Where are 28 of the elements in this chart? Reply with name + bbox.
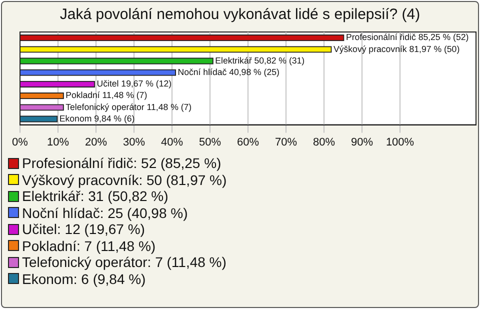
x-tick-label: 90% — [350, 136, 374, 148]
x-tick-label: 70% — [274, 136, 298, 148]
data-label: Ekonom 9,84 % (6) — [59, 113, 135, 124]
data-label: Učitel 19,67 % (12) — [96, 78, 172, 89]
x-tick-label: 30% — [122, 136, 146, 148]
legend-label: Výškový pracovník: 50 (81,97 %) — [22, 172, 227, 188]
legend-label: Noční hlídač: 25 (40,98 %) — [22, 204, 188, 221]
data-label: Profesionální řidič 85,25 % (52) — [346, 32, 469, 42]
legend-label: Pokladní: 7 (11,48 %) — [22, 238, 156, 254]
legend-label: Ekonom: 6 (9,84 %) — [22, 270, 146, 287]
data-label: Výškový pracovník 81,97 % (50) — [333, 44, 460, 54]
chart-title: Jaká povolání nemohou vykonávat lidé s epilepsií? (4) — [58, 6, 422, 23]
x-tick-label: 100% — [386, 136, 414, 148]
legend-label: Profesionální řidič: 52 (85,25 %) — [22, 155, 222, 172]
data-label: Noční hlídač 40,98 % (25) — [178, 67, 280, 78]
x-tick-label: 10% — [46, 136, 70, 148]
data-label: Elektrikář 50,82 % (31) — [215, 55, 305, 66]
x-tick-label: 80% — [312, 136, 336, 148]
x-tick-label: 20% — [84, 136, 108, 148]
data-label: Pokladní 11,48 % (7) — [66, 90, 148, 100]
x-tick-label: 40% — [160, 136, 184, 148]
legend-label: Telefonický operátor: 7 (11,48 %) — [22, 254, 226, 270]
x-tick-label: 50% — [198, 136, 222, 148]
legend-label: Elektrikář: 31 (50,82 %) — [22, 188, 168, 204]
data-label: Telefonický operátor 11,48 % (7) — [66, 102, 192, 112]
legend-label: Učitel: 12 (19,67 %) — [22, 221, 145, 238]
x-tick-label: 0% — [12, 136, 28, 148]
x-tick-label: 60% — [236, 136, 260, 148]
